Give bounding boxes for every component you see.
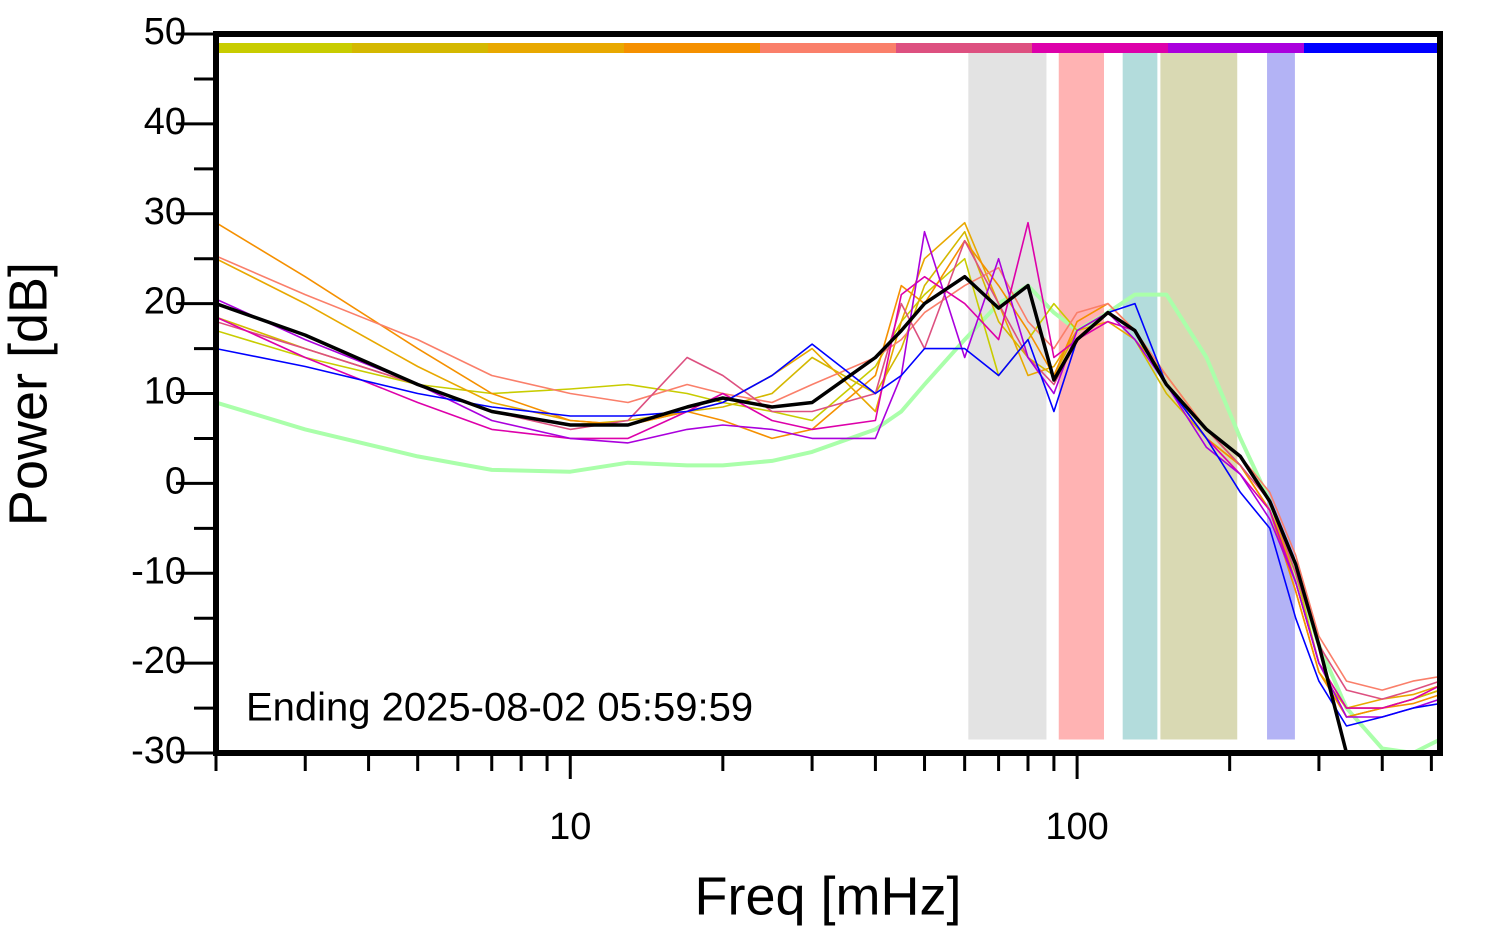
series-line	[216, 239, 1440, 700]
series-line	[216, 221, 1440, 709]
timeline-segment	[1032, 43, 1169, 53]
frame	[213, 31, 1443, 756]
timeline-segment	[1304, 43, 1440, 53]
timeline-segment	[1168, 43, 1305, 53]
y-tick-label: -10	[131, 550, 186, 592]
series-line	[216, 230, 1440, 718]
series-line	[216, 302, 1440, 727]
band	[1122, 51, 1158, 740]
series-line	[216, 257, 1440, 718]
timeline-segment	[896, 43, 1033, 53]
plot-area	[216, 43, 1440, 753]
y-tick-label: -20	[131, 640, 186, 682]
x-tick-label: 10	[549, 806, 591, 848]
timeline-segment	[216, 43, 353, 53]
y-tick-label: 30	[144, 191, 186, 233]
y-tick-label: 40	[144, 101, 186, 143]
band	[968, 51, 1047, 740]
series-line	[216, 221, 1440, 709]
series-line	[216, 274, 1349, 753]
timeline-segment	[488, 43, 625, 53]
y-tick-label: 50	[144, 11, 186, 53]
timeline-segment	[760, 43, 897, 53]
timeline-segment	[352, 43, 489, 53]
band	[1267, 51, 1295, 740]
timeline-segment	[624, 43, 761, 53]
x-axis-label: Freq [mHz]	[694, 866, 961, 926]
y-tick-label: 20	[144, 281, 186, 323]
band	[1058, 51, 1105, 740]
band	[1160, 51, 1238, 740]
y-tick-label: 0	[165, 460, 186, 502]
y-tick-label: 10	[144, 371, 186, 413]
y-axis-label: Power [dB]	[0, 262, 58, 526]
y-tick-label: -30	[131, 730, 186, 772]
x-tick-label: 100	[1045, 806, 1108, 848]
annotation: Ending 2025-08-02 05:59:59	[246, 686, 753, 730]
